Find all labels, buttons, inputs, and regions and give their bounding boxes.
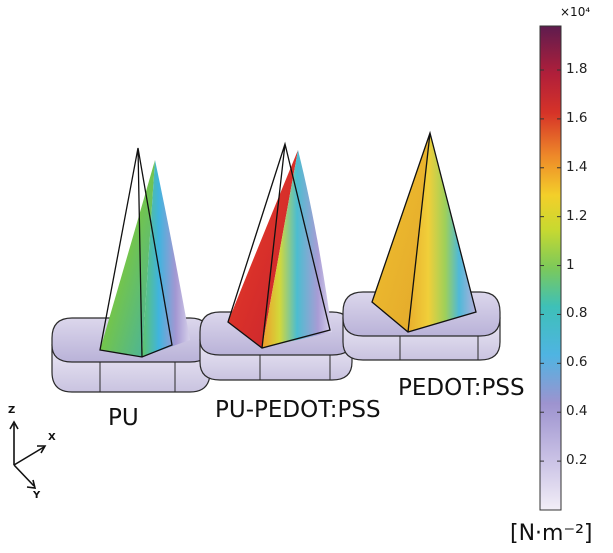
axis-triad [9, 420, 47, 489]
pedot-face-left [372, 133, 430, 332]
pedot-outline [371, 130, 477, 333]
colorbar-tick-label: 0.6 [566, 354, 588, 371]
pu-pedot-pss-sample [199, 141, 353, 381]
colorbar-tick-label: 0.4 [566, 403, 588, 420]
pu-sample [51, 147, 211, 393]
label-pu-pedot-pss: PU-PEDOT:PSS [215, 397, 381, 423]
colorbar-tick-label: 0.8 [566, 305, 588, 322]
z-axis-label: Z [8, 405, 16, 416]
pu-pedot-face-left [228, 150, 298, 348]
colorbar-tick-label: 1 [566, 256, 575, 273]
colorbar-unit: [N·m⁻²] [510, 521, 593, 546]
pu-undeformed-outline [99, 147, 173, 358]
x-axis-arrow [13, 446, 45, 466]
colorbar-exponent: ×10⁴ [560, 5, 591, 19]
colorbar [539, 25, 562, 511]
colorbar-tick-label: 1.8 [566, 61, 588, 77]
pu-face-right [142, 160, 190, 357]
label-pu: PU [108, 405, 139, 431]
pedot-pss-sample [342, 130, 501, 361]
pu-pedot-undeformed-outline [227, 141, 331, 349]
x-axis-label: X [48, 432, 56, 443]
colorbar-ticks [540, 69, 561, 462]
colorbar-tick-label: 0.2 [566, 452, 588, 469]
pu-pedot-face-right [262, 150, 332, 348]
y-axis-arrow [13, 464, 35, 487]
label-pedot-pss: PEDOT:PSS [398, 375, 525, 401]
colorbar-tick-label: 1.6 [566, 109, 588, 126]
colorbar-tick-label: 1.2 [566, 207, 588, 224]
y-axis-label: Y [33, 490, 41, 501]
colorbar-tick-label: 1.4 [566, 158, 588, 175]
